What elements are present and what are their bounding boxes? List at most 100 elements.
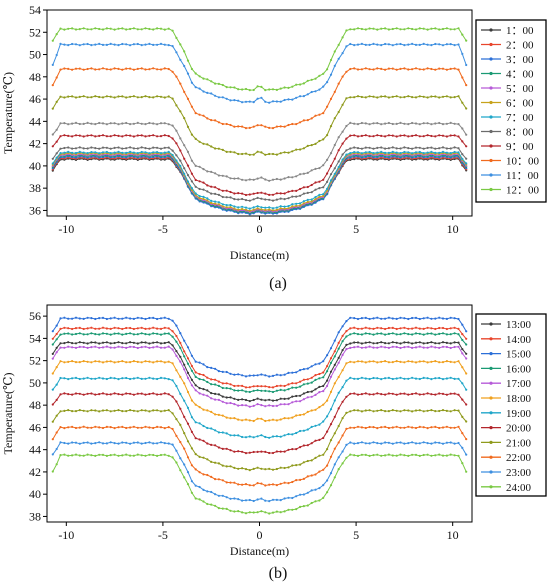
data-point — [121, 393, 124, 396]
data-point — [314, 374, 317, 377]
data-point — [74, 346, 78, 349]
data-point — [152, 453, 155, 457]
data-point — [186, 164, 190, 167]
data-point — [186, 406, 190, 409]
data-point — [198, 140, 201, 143]
data-point — [356, 27, 360, 30]
data-point — [360, 152, 363, 155]
data-point — [67, 426, 70, 429]
data-point — [287, 496, 290, 499]
data-point — [101, 409, 105, 412]
data-point — [457, 135, 460, 138]
data-point — [264, 499, 267, 502]
data-point — [190, 416, 193, 419]
data-point — [221, 479, 224, 482]
data-point — [268, 398, 271, 401]
data-point — [326, 158, 329, 161]
data-point — [90, 317, 93, 320]
data-point — [132, 68, 135, 71]
data-point — [310, 409, 313, 412]
data-point — [372, 147, 375, 150]
data-point — [391, 426, 394, 429]
data-point — [349, 42, 352, 46]
data-point — [71, 135, 74, 138]
data-point — [163, 346, 166, 349]
data-point — [148, 376, 151, 379]
data-point — [457, 341, 460, 344]
data-point — [426, 326, 429, 329]
data-point — [156, 332, 159, 335]
data-point — [109, 393, 112, 396]
data-point — [51, 388, 54, 391]
data-point — [248, 469, 251, 472]
data-point — [341, 158, 344, 161]
data-point — [63, 122, 66, 125]
data-point — [264, 385, 267, 388]
data-point — [430, 44, 433, 47]
series-line-2 — [52, 155, 467, 215]
data-point — [125, 134, 128, 137]
data-point — [438, 392, 441, 395]
data-point — [159, 346, 163, 349]
data-point — [271, 127, 275, 130]
legend-marker — [489, 42, 493, 47]
data-point — [183, 355, 186, 358]
data-point — [364, 346, 367, 349]
data-point — [229, 123, 232, 127]
data-point — [121, 122, 124, 125]
data-point — [179, 407, 182, 410]
data-point — [283, 205, 286, 208]
data-point — [71, 360, 74, 363]
data-point — [453, 146, 456, 149]
data-point — [291, 464, 294, 467]
data-point — [329, 152, 333, 155]
data-point — [260, 404, 263, 407]
data-point — [78, 28, 81, 31]
data-point — [148, 134, 151, 137]
data-point — [198, 392, 201, 395]
data-point — [132, 341, 135, 344]
data-point — [299, 463, 302, 466]
legend-label: 20:00 — [506, 423, 532, 435]
data-point — [101, 122, 105, 125]
data-point — [167, 442, 170, 445]
data-point — [256, 498, 259, 501]
data-point — [426, 28, 429, 31]
data-point — [190, 464, 193, 467]
data-point — [422, 393, 425, 396]
data-point — [190, 430, 193, 433]
data-point — [51, 453, 54, 456]
data-point — [306, 390, 309, 394]
data-point — [233, 205, 236, 208]
data-point — [426, 122, 429, 125]
data-point — [329, 408, 333, 411]
data-point — [380, 317, 383, 320]
data-point — [376, 453, 379, 456]
data-point — [353, 326, 356, 329]
data-point — [349, 121, 352, 124]
data-point — [210, 383, 213, 386]
data-point — [241, 152, 244, 156]
data-point — [403, 44, 406, 47]
data-point — [453, 345, 456, 349]
data-point — [403, 134, 406, 137]
data-point — [82, 441, 85, 444]
data-point — [384, 342, 387, 345]
data-point — [241, 419, 244, 422]
data-point — [380, 146, 383, 149]
data-point — [233, 510, 236, 513]
data-point — [345, 427, 348, 430]
data-point — [59, 327, 62, 330]
data-point — [283, 151, 286, 154]
data-point — [171, 124, 174, 127]
data-point — [82, 393, 85, 396]
data-point — [299, 204, 302, 207]
data-point — [86, 392, 89, 395]
data-point — [260, 373, 263, 376]
data-point — [167, 454, 170, 457]
data-point — [445, 360, 448, 363]
data-point — [302, 200, 305, 203]
data-point — [329, 125, 333, 128]
data-point — [403, 361, 406, 364]
data-point — [453, 426, 456, 429]
